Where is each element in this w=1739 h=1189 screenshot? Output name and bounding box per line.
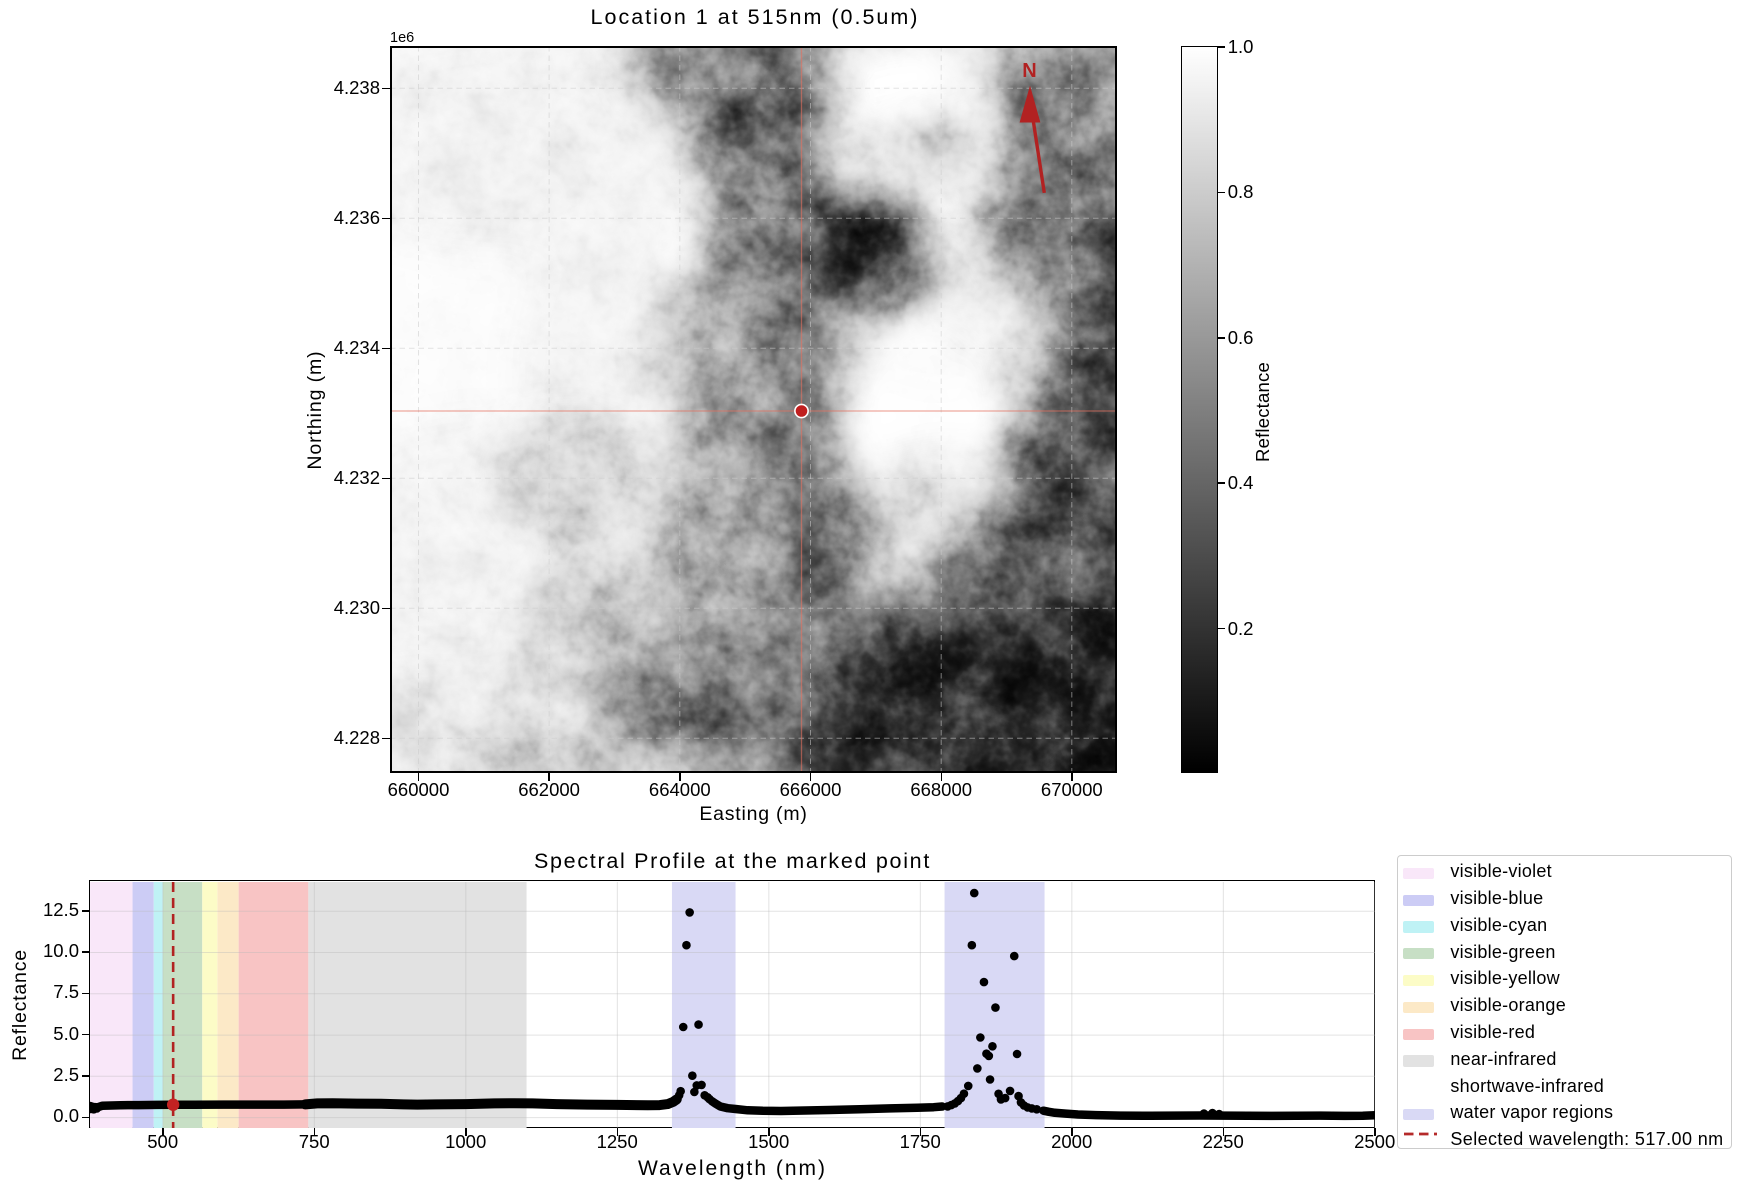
svg-text:N: N — [1022, 60, 1036, 82]
